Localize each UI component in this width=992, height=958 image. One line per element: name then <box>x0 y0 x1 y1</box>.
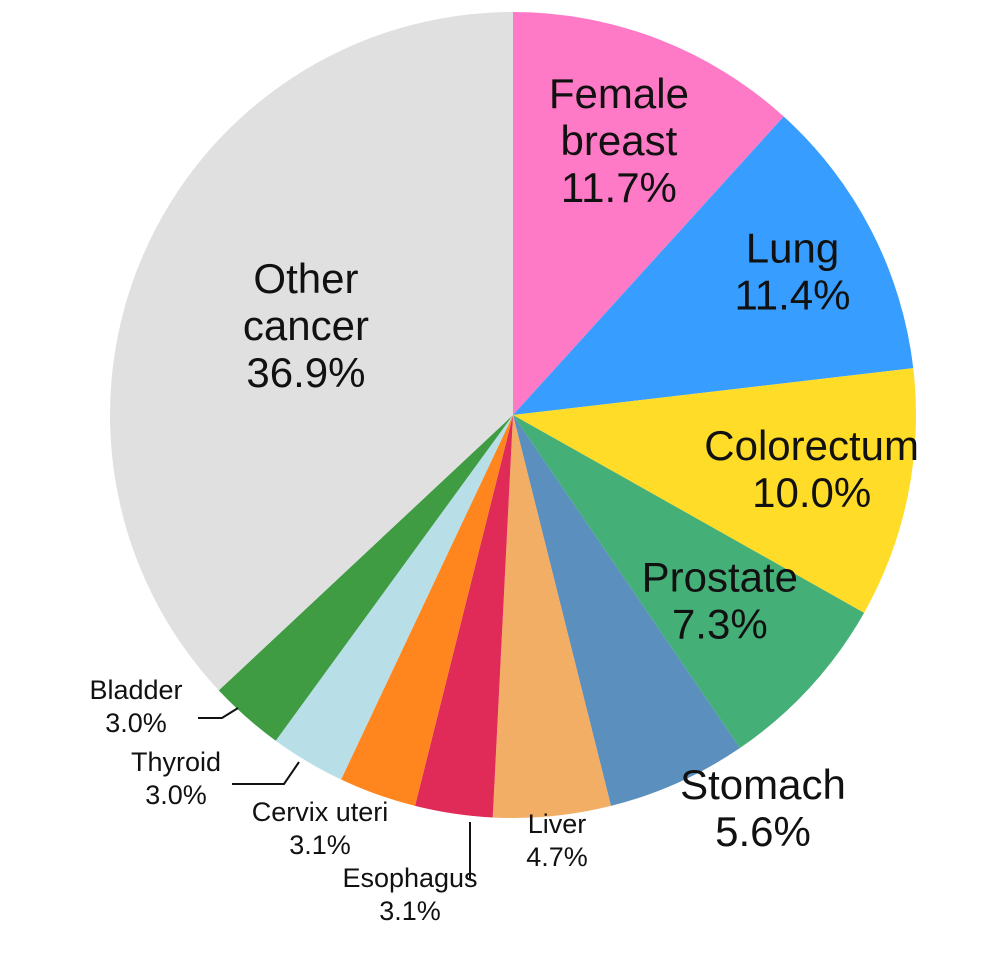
label-name-prostate: Prostate <box>642 554 798 601</box>
label-prostate: Prostate 7.3% <box>642 554 798 648</box>
label-liver: Liver 4.7% <box>526 809 588 872</box>
label-value-prostate: 7.3% <box>672 601 768 648</box>
slice-labels: Female breast 11.7% Lung 11.4% Colorectum 10.0… <box>89 70 919 926</box>
label-other-cancer: Other cancer 36.9% <box>243 255 369 396</box>
leader-line-thyroid <box>232 761 300 785</box>
slice-prostate <box>513 415 865 749</box>
label-name-lung: Lung <box>746 224 839 271</box>
label-name-stomach: Stomach <box>680 761 846 808</box>
label-name-other-cancer: Other <box>253 255 358 302</box>
slice-thyroid <box>275 415 513 780</box>
label-name-colorectum: Colorectum <box>704 422 919 469</box>
label-bladder: Bladder 3.0% <box>89 675 182 738</box>
label-value-lung: 11.4% <box>735 271 851 318</box>
label-value-other-cancer: 36.9% <box>246 349 365 396</box>
label-name-other-cancer: cancer <box>243 302 369 349</box>
slice-liver <box>492 415 611 818</box>
slice-stomach <box>513 415 740 806</box>
slice-lung <box>513 116 914 416</box>
label-value-female-breast: 11.7% <box>561 164 677 211</box>
label-esophagus: Esophagus 3.1% <box>342 863 477 926</box>
slice-bladder <box>218 415 513 741</box>
label-name-female-breast: Female <box>549 70 689 117</box>
label-name-thyroid: Thyroid <box>131 747 221 777</box>
label-value-esophagus: 3.1% <box>379 896 441 926</box>
label-name-liver: Liver <box>528 809 587 839</box>
label-lung: Lung 11.4% <box>735 224 851 318</box>
slice-cervix-uteri <box>341 415 513 806</box>
slice-other-cancer <box>110 12 514 691</box>
slice-female-breast <box>513 12 784 415</box>
label-name-bladder: Bladder <box>89 675 182 705</box>
label-value-colorectum: 10.0% <box>752 469 871 516</box>
leader-lines <box>198 707 471 880</box>
slice-esophagus <box>415 415 513 818</box>
label-value-stomach: 5.6% <box>715 808 811 855</box>
pie-slices <box>110 12 916 818</box>
leader-line-bladder <box>198 707 239 719</box>
label-name-cervix-uteri: Cervix uteri <box>252 797 389 827</box>
label-value-thyroid: 3.0% <box>145 780 207 810</box>
label-female-breast: Female breast 11.7% <box>549 70 689 211</box>
label-cervix-uteri: Cervix uteri 3.1% <box>252 797 389 860</box>
label-value-cervix-uteri: 3.1% <box>289 830 351 860</box>
slice-colorectum <box>513 368 916 613</box>
label-colorectum: Colorectum 10.0% <box>704 422 919 516</box>
label-value-liver: 4.7% <box>526 842 588 872</box>
label-stomach: Stomach 5.6% <box>680 761 846 855</box>
label-name-female-breast: breast <box>561 117 678 164</box>
label-name-esophagus: Esophagus <box>342 863 477 893</box>
label-thyroid: Thyroid 3.0% <box>131 747 221 810</box>
label-value-bladder: 3.0% <box>105 708 167 738</box>
